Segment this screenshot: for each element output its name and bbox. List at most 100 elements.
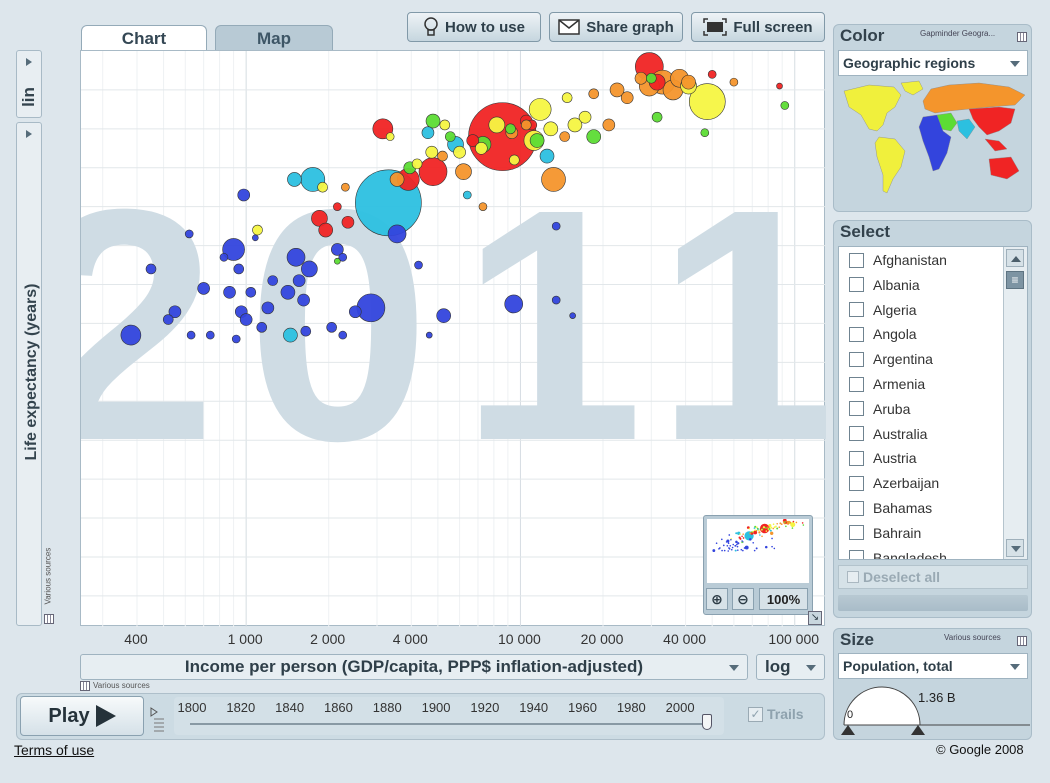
- country-checkbox[interactable]: [849, 401, 864, 417]
- country-label: Argentina: [873, 351, 933, 368]
- size-min-slider-icon[interactable]: [841, 725, 855, 735]
- country-list-item[interactable]: Bahrain: [849, 521, 921, 545]
- zoom-out-icon[interactable]: ⊖: [732, 588, 754, 610]
- minimap-bubble: [718, 548, 720, 550]
- minimap-bubble: [778, 526, 781, 529]
- country-checkbox[interactable]: [849, 252, 864, 268]
- bubble-chart[interactable]: 80757065605550454035302520152011 ⊕ ⊖ 100…: [80, 50, 826, 627]
- bubble-americas: [509, 154, 520, 166]
- country-checkbox[interactable]: [849, 302, 864, 318]
- country-checkbox[interactable]: [849, 550, 864, 559]
- y-indicator-selector[interactable]: Life expectancy (years): [16, 122, 42, 626]
- how-to-use-button[interactable]: How to use: [407, 12, 541, 42]
- bubble-middle_east: [646, 72, 657, 84]
- minimap-bubble: [734, 549, 737, 552]
- country-list-item[interactable]: Afghanistan: [849, 248, 947, 272]
- country-list-item[interactable]: Angola: [849, 322, 917, 346]
- size-indicator-dropdown[interactable]: Population, total: [838, 653, 1028, 679]
- country-checkbox[interactable]: [849, 475, 864, 491]
- bubble-africa: [186, 330, 196, 340]
- timeline-track[interactable]: [190, 723, 710, 725]
- bubble-africa: [551, 221, 561, 231]
- country-list-item[interactable]: Aruba: [849, 397, 910, 421]
- share-graph-button[interactable]: Share graph: [549, 12, 683, 42]
- scroll-thumb[interactable]: ≡: [1006, 271, 1024, 289]
- size-max-slider-icon[interactable]: [911, 725, 925, 735]
- country-checkbox[interactable]: [849, 525, 864, 541]
- deselect-all-button[interactable]: Deselect all: [838, 565, 1028, 589]
- country-list-item[interactable]: Albania: [849, 273, 920, 297]
- country-label: Afghanistan: [873, 252, 947, 268]
- x-source-grid-icon[interactable]: [80, 681, 90, 691]
- country-checkbox[interactable]: [849, 500, 864, 516]
- minimap-bubble: [728, 534, 731, 536]
- y-axis-title: Life expectancy (years): [23, 283, 40, 461]
- world-region-map[interactable]: [839, 79, 1029, 205]
- bubble-americas: [528, 98, 552, 121]
- bubble-asia_south: [287, 172, 302, 187]
- country-list-item[interactable]: Bangladesh: [849, 546, 947, 559]
- country-checkbox[interactable]: [849, 277, 864, 293]
- minimap-bubble: [773, 526, 776, 529]
- minimap-bubble: [715, 542, 718, 545]
- minimap-bubble: [771, 537, 773, 540]
- zoom-level[interactable]: 100%: [759, 588, 808, 610]
- x-tick-label: 100 000: [768, 631, 820, 647]
- size-source-grid-icon[interactable]: [1017, 636, 1027, 646]
- y-scale-selector[interactable]: lin: [16, 50, 42, 118]
- zoom-in-icon[interactable]: ⊕: [706, 588, 728, 610]
- country-list-item[interactable]: Algeria: [849, 298, 917, 322]
- country-checkbox[interactable]: [849, 326, 864, 342]
- x-scale-label: log: [765, 657, 791, 676]
- bubble-asia_east: [466, 134, 480, 147]
- bubble-africa: [331, 243, 344, 256]
- bubble-europe: [681, 74, 696, 90]
- y-source-grid-icon[interactable]: [44, 614, 54, 624]
- x-indicator-dropdown[interactable]: Income per person (GDP/capita, PPP$ infl…: [80, 654, 748, 680]
- scroll-up-icon[interactable]: [1006, 249, 1024, 267]
- bubble-africa: [205, 330, 215, 340]
- country-checkbox[interactable]: [849, 450, 864, 466]
- trails-checkbox[interactable]: ✓ Trails: [748, 706, 804, 722]
- tab-map[interactable]: Map: [215, 25, 333, 51]
- timeline-slider-handle[interactable]: [702, 714, 712, 730]
- minimap-bubble: [731, 546, 734, 549]
- scroll-down-icon[interactable]: [1006, 539, 1024, 557]
- speed-control-icon[interactable]: [150, 706, 166, 734]
- country-list-item[interactable]: Argentina: [849, 347, 933, 371]
- resize-handle-icon[interactable]: ↘: [808, 611, 822, 625]
- minimap-bubble: [770, 526, 773, 529]
- minimap-bubble: [730, 548, 733, 551]
- bubble-europe: [520, 119, 532, 131]
- x-scale-dropdown[interactable]: log: [756, 654, 825, 680]
- scrollbar[interactable]: ≡: [1003, 247, 1027, 559]
- country-list[interactable]: Afghanistan Albania Algeria Angola Argentina…: [838, 246, 1028, 560]
- size-max-value: 1.36 B: [918, 690, 956, 705]
- chevron-down-icon: [1010, 61, 1020, 67]
- bubble-asia_east: [318, 222, 334, 238]
- bubble-middle_east: [700, 128, 710, 138]
- country-checkbox[interactable]: [849, 351, 864, 367]
- country-list-item[interactable]: Bahamas: [849, 496, 932, 520]
- country-list-item[interactable]: Azerbaijan: [849, 471, 939, 495]
- country-list-item[interactable]: Armenia: [849, 372, 925, 396]
- country-list-item[interactable]: Austria: [849, 446, 917, 470]
- tab-chart[interactable]: Chart: [81, 25, 207, 51]
- country-checkbox[interactable]: [849, 376, 864, 392]
- minimap[interactable]: [707, 519, 809, 583]
- color-indicator-dropdown[interactable]: Geographic regions: [838, 50, 1028, 76]
- size-selected: Population, total: [843, 658, 953, 674]
- color-source-grid-icon[interactable]: [1017, 32, 1027, 42]
- bubble-africa: [197, 282, 210, 295]
- country-checkbox[interactable]: [849, 426, 864, 442]
- full-screen-button[interactable]: Full screen: [691, 12, 825, 42]
- bubble-americas: [385, 132, 395, 141]
- chevron-down-icon: [729, 665, 739, 671]
- bubble-middle_east: [586, 129, 602, 144]
- minimap-bubble: [753, 549, 756, 552]
- bubble-middle_east: [445, 131, 456, 142]
- terms-of-use-link[interactable]: Terms of use: [14, 742, 95, 758]
- play-button[interactable]: Play: [20, 696, 144, 736]
- country-list-item[interactable]: Australia: [849, 422, 927, 446]
- minimap-bubble: [770, 531, 774, 535]
